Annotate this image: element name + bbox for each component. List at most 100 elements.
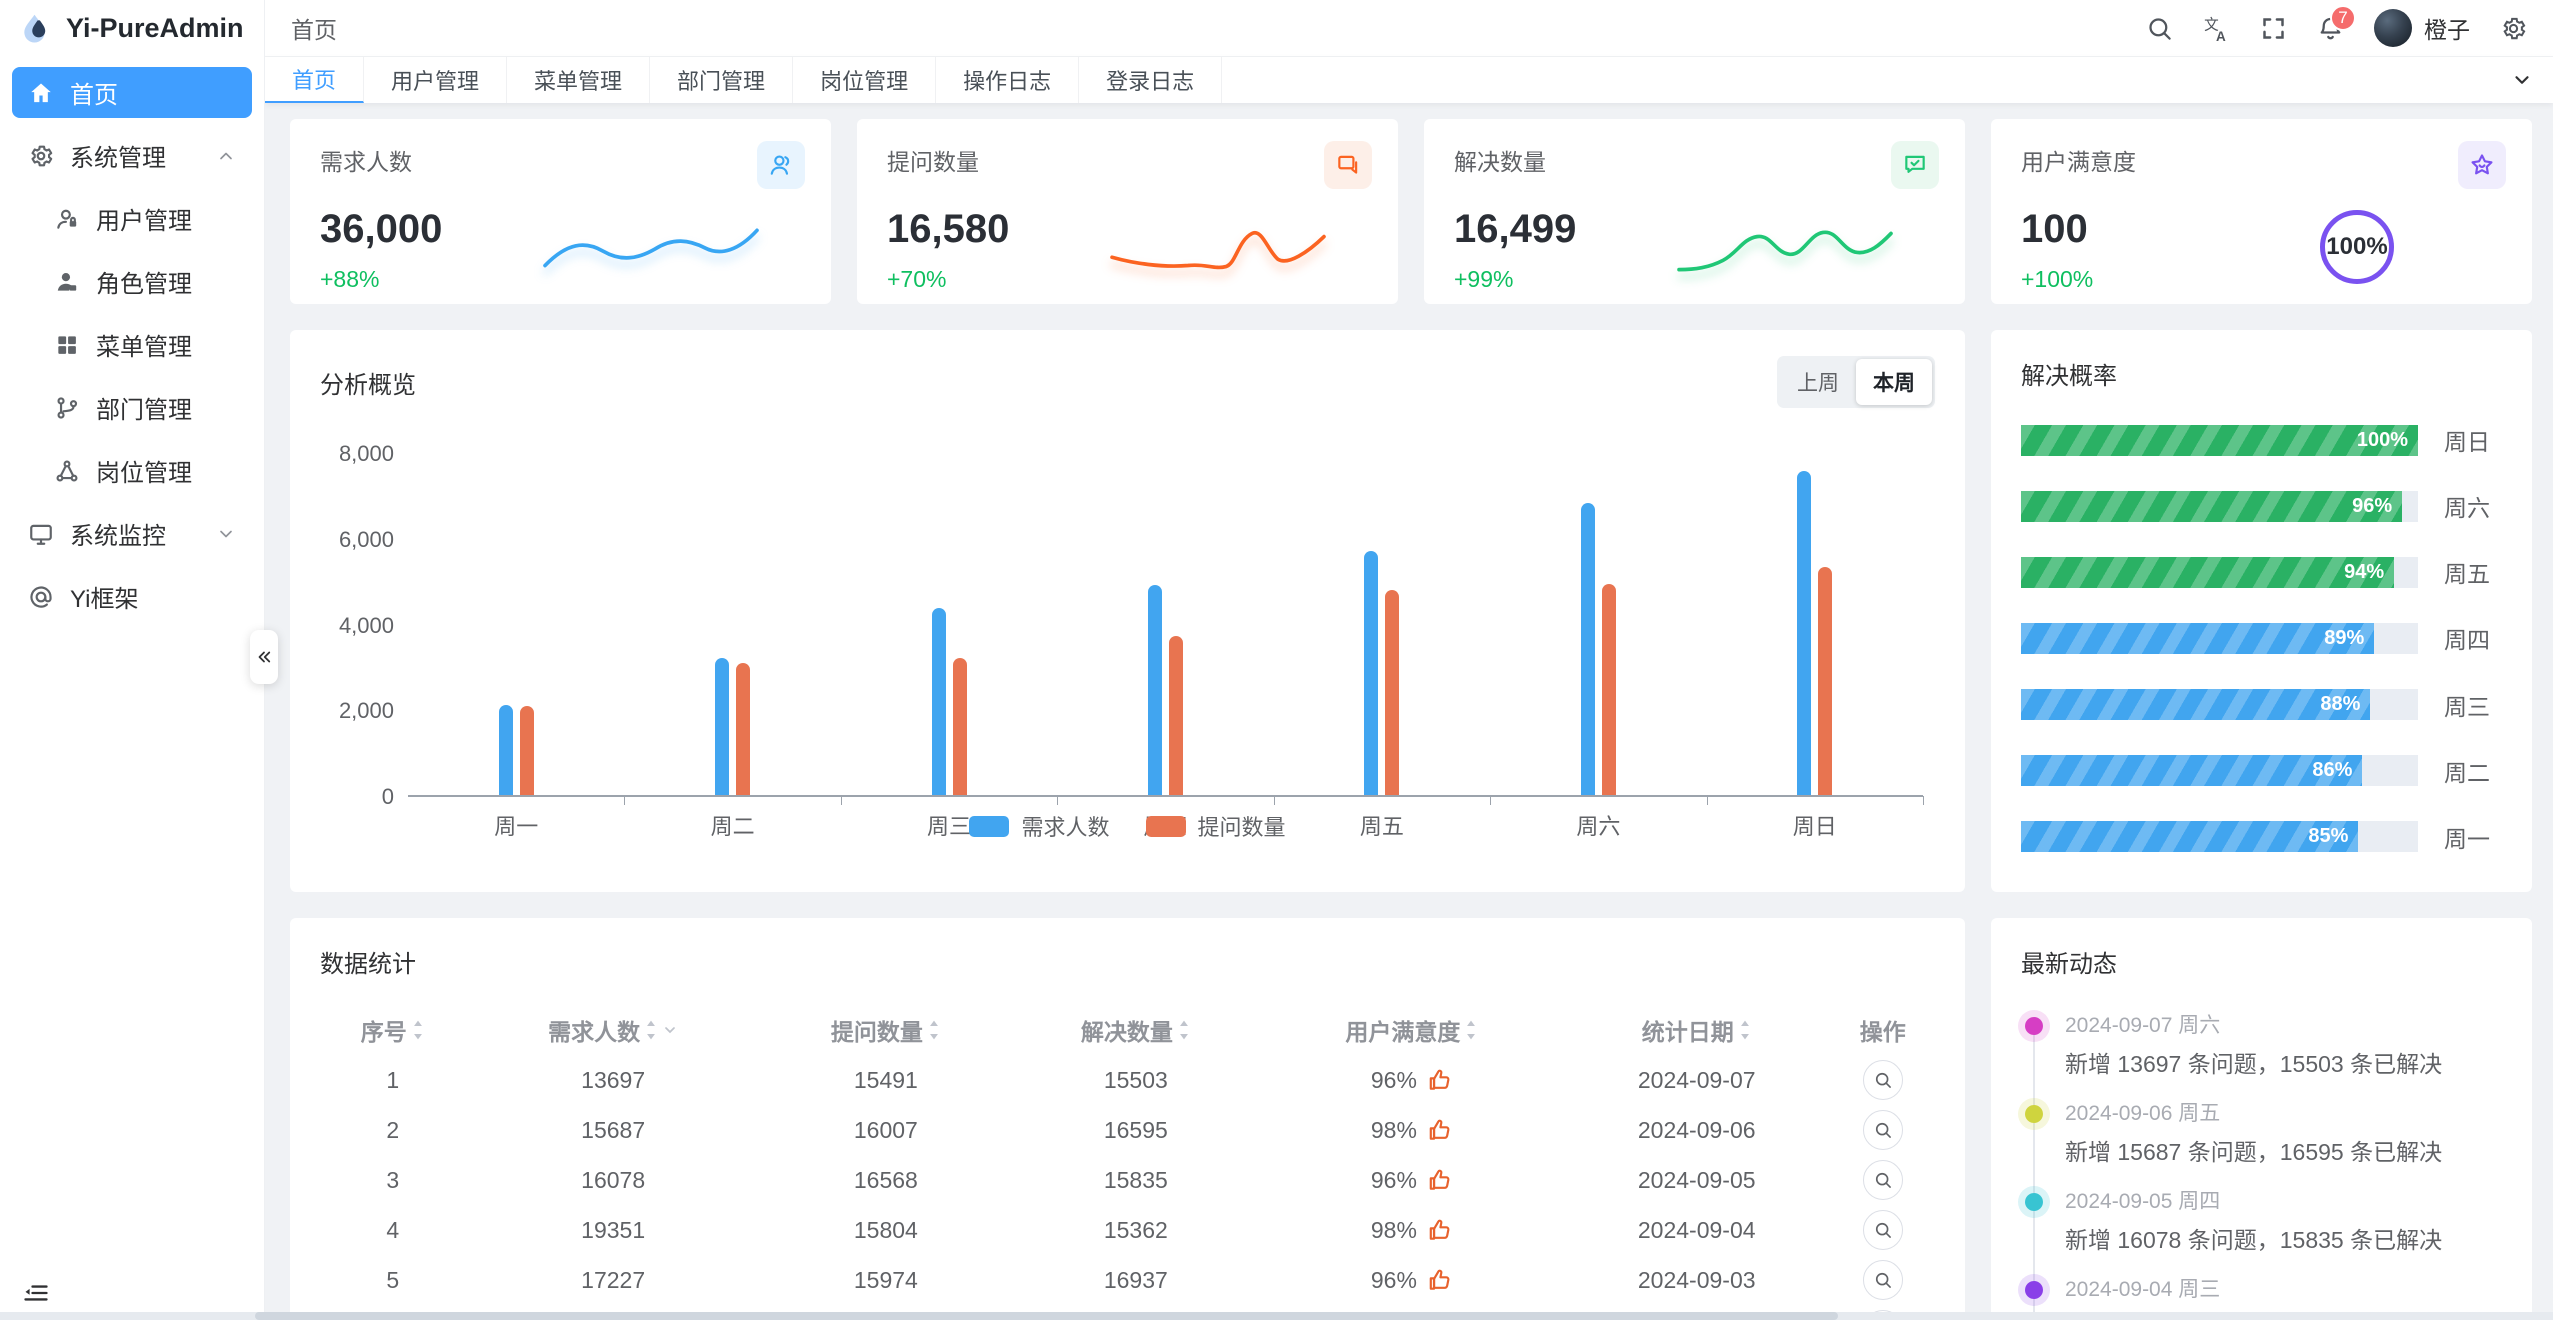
sidebar-item-3[interactable]: 角色管理 <box>12 256 252 307</box>
sidebar-item-2[interactable]: 用户管理 <box>12 193 252 244</box>
progress-day-label: 周六 <box>2444 495 2490 522</box>
column-sort-control[interactable]: 需求人数 <box>548 1013 678 1047</box>
bar-提问数量 <box>519 706 534 795</box>
news-item: 2024-09-05 周四 新增 16078 条问题，15835 条已解决 <box>2025 1185 2502 1255</box>
view-row-button[interactable] <box>1862 1260 1903 1300</box>
y-tick-label: 0 <box>381 784 394 809</box>
column-sort-control[interactable]: 用户满意度 <box>1345 1013 1478 1047</box>
news-date: 2024-09-04 周三 <box>2065 1278 2221 1301</box>
bar-提问数量 <box>1601 584 1616 795</box>
cell-demand: 13697 <box>581 1066 646 1093</box>
sidebar-item-label: 用户管理 <box>96 208 192 235</box>
cell-demand: 19351 <box>581 1216 646 1243</box>
user-menu[interactable]: 橙子 <box>2374 9 2470 47</box>
x-tick-label: 周三 <box>927 814 972 839</box>
sidebar-item-label: 部门管理 <box>96 397 192 424</box>
sidebar-item-label: 系统监控 <box>70 523 166 550</box>
sidebar-item-1[interactable]: 系统管理 <box>12 130 252 181</box>
users-icon <box>757 141 805 189</box>
horizontal-scrollbar[interactable] <box>0 1312 2553 1320</box>
notification-badge: 7 <box>2330 4 2356 31</box>
horizontal-scrollbar-thumb[interactable] <box>255 1312 1839 1320</box>
column-sort-control: 操作 <box>1859 1019 1906 1045</box>
column-sort-control[interactable]: 序号 <box>361 1013 425 1047</box>
progress-fill: 100% <box>2021 424 2418 456</box>
solve-row: 89% 周四 <box>2021 621 2502 655</box>
app-title: Yi-PureAdmin <box>66 13 244 43</box>
progress-fill: 85% <box>2021 821 2359 853</box>
legend-item[interactable]: 需求人数 <box>969 810 1110 842</box>
toggle-0[interactable]: 上周 <box>1780 359 1856 405</box>
sidebar-item-5[interactable]: 部门管理 <box>12 382 252 433</box>
cell-questions: 16007 <box>853 1116 918 1143</box>
role-icon <box>54 269 80 295</box>
at-icon <box>28 584 54 610</box>
sparkline <box>543 228 759 268</box>
sidebar-item-4[interactable]: 菜单管理 <box>12 319 252 370</box>
legend-item[interactable]: 提问数量 <box>1145 810 1286 842</box>
analysis-overview-card: 分析概览 上周 本周 0 2,000 4,000 6,000 8,000 周一 周二 周三… <box>290 330 1965 892</box>
menu-fold-icon[interactable] <box>22 1279 50 1307</box>
app-logo-row[interactable]: Yi-PureAdmin <box>0 0 264 57</box>
tab-1[interactable]: 用户管理 <box>364 57 508 103</box>
cell-satisfaction: 98% <box>1261 1205 1563 1255</box>
tab-6[interactable]: 登录日志 <box>1079 57 1223 103</box>
view-row-button[interactable] <box>1862 1210 1903 1250</box>
sidebar-collapse-handle[interactable] <box>250 630 278 684</box>
stat-card-value: 36,000 <box>320 207 443 251</box>
fullscreen-icon[interactable] <box>2260 15 2287 42</box>
solve-row: 94% 周五 <box>2021 555 2502 589</box>
view-row-button[interactable] <box>1862 1060 1903 1100</box>
chat-check-icon <box>1891 141 1939 189</box>
view-row-button[interactable] <box>1862 1160 1903 1200</box>
magnifier-icon <box>1873 1170 1893 1190</box>
column-sort-control[interactable]: 解决数量 <box>1081 1013 1191 1047</box>
view-row-button[interactable] <box>1862 1110 1903 1150</box>
magnifier-icon <box>1873 1220 1893 1240</box>
toggle-1[interactable]: 本周 <box>1856 359 1932 405</box>
statistics-table: 序号 需求人数 提问数量 解决数量 用户满意度 统计日期 操作 1 13697 15491 … <box>320 1005 1935 1320</box>
cell-actions <box>1830 1155 1935 1205</box>
translate-icon[interactable]: 文A <box>2203 15 2230 42</box>
sparkline <box>1677 230 1893 272</box>
tab-bar-items: 首页 用户管理 菜单管理 部门管理 岗位管理 操作日志 登录日志 <box>265 57 1223 103</box>
news-timeline: 2024-09-07 周六 新增 13697 条问题，15503 条已解决 20… <box>2021 1009 2502 1320</box>
bar-需求人数 <box>1364 551 1379 795</box>
bar-提问数量 <box>1385 590 1400 795</box>
home-icon <box>28 80 54 106</box>
sidebar-item-0[interactable]: 首页 <box>12 67 252 118</box>
cell-date: 2024-09-05 <box>1637 1166 1756 1193</box>
sidebar-item-7[interactable]: 系统监控 <box>12 508 252 559</box>
cell-actions <box>1830 1055 1935 1105</box>
progress-fill: 86% <box>2021 755 2363 787</box>
chevron-down-icon <box>216 524 236 544</box>
progress-day-label: 周日 <box>2444 429 2490 455</box>
progress-track: 94% <box>2021 556 2418 588</box>
tab-3[interactable]: 部门管理 <box>650 57 794 103</box>
double-chevron-left-icon <box>258 651 271 663</box>
tab-4[interactable]: 岗位管理 <box>793 57 937 103</box>
column-sort-control[interactable]: 提问数量 <box>831 1013 941 1047</box>
gear-icon <box>28 143 54 169</box>
search-icon[interactable] <box>2146 15 2173 42</box>
notifications-button[interactable]: 7 <box>2317 4 2356 42</box>
sidebar-item-6[interactable]: 岗位管理 <box>12 445 252 496</box>
column-sort-control[interactable]: 统计日期 <box>1642 1013 1752 1047</box>
x-tick-label: 周日 <box>1792 814 1837 839</box>
tab-0[interactable]: 首页 <box>265 57 365 103</box>
chart-y-axis: 0 2,000 4,000 6,000 8,000 <box>320 441 394 809</box>
satisfaction-value: 96% <box>1370 1166 1417 1193</box>
settings-gear-icon[interactable] <box>2500 15 2527 42</box>
bar-需求人数 <box>715 658 730 795</box>
tab-options-button[interactable] <box>2491 57 2553 103</box>
tab-2[interactable]: 菜单管理 <box>507 57 651 103</box>
chart-legend: 需求人数 提问数量 <box>320 810 1935 842</box>
solve-row: 88% 周三 <box>2021 688 2502 722</box>
timeline-dot <box>2025 1193 2043 1211</box>
x-tick-label: 周五 <box>1359 814 1404 839</box>
tab-5[interactable]: 操作日志 <box>936 57 1080 103</box>
sidebar-item-8[interactable]: Yi框架 <box>12 571 252 622</box>
stat-cards-row: 需求人数 36,000 +88% 提问数量 16,580 +70% 解决数量 1… <box>290 119 2532 304</box>
